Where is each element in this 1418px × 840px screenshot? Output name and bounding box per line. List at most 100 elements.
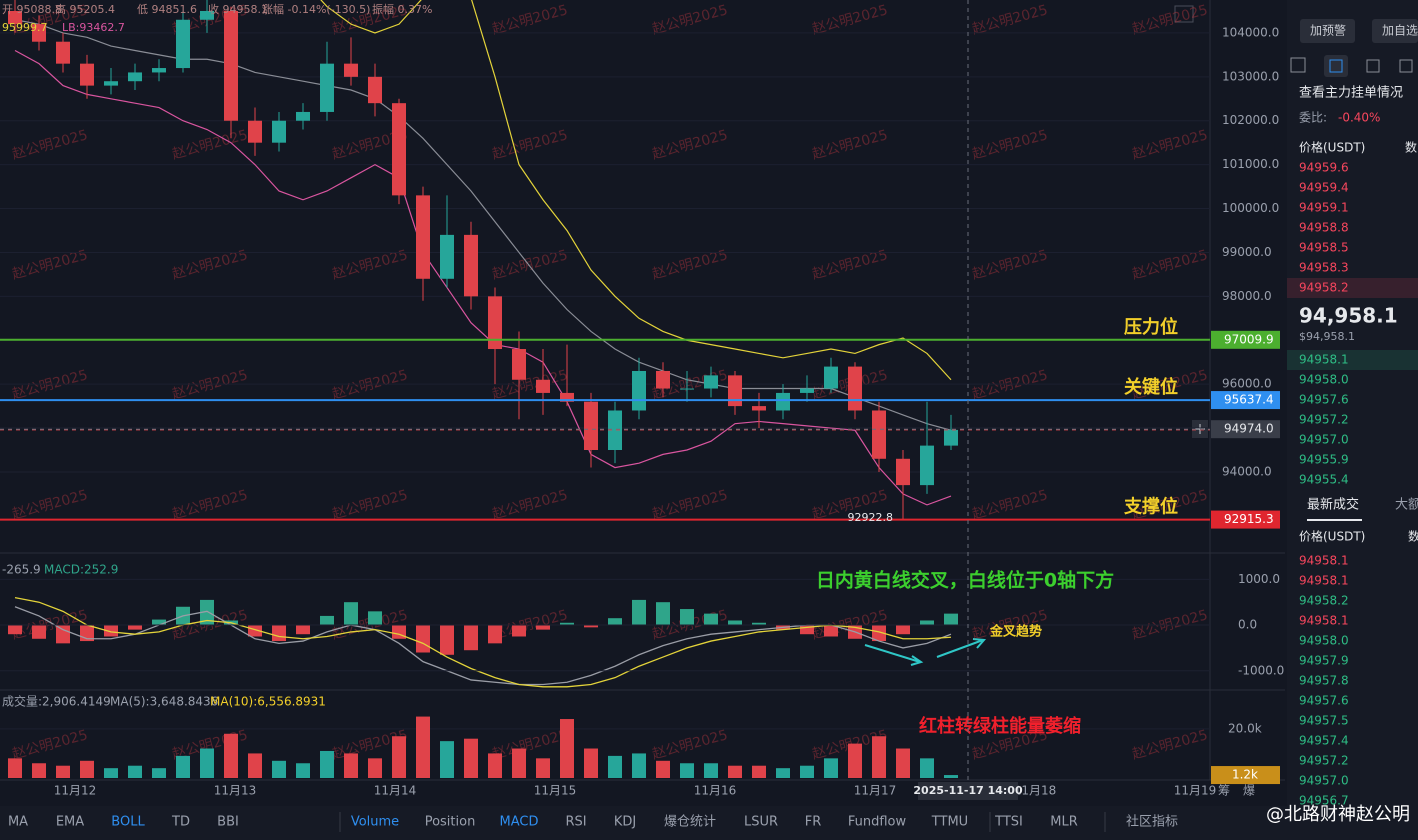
boll-line [320, 0, 952, 381]
y-tick-label: 100000.0 [1222, 201, 1279, 215]
macd-bar [896, 625, 910, 635]
volume-bar [392, 736, 406, 778]
toolbar-item[interactable]: FR [805, 815, 822, 830]
toolbar-item[interactable]: TTMU [931, 815, 968, 830]
volume-bar [536, 758, 550, 778]
button[interactable] [1372, 19, 1418, 43]
macd-bar [824, 625, 838, 637]
column-header: 数 [1405, 140, 1417, 155]
macd-bar [608, 618, 622, 626]
macd-plot [8, 596, 958, 688]
candle-body [152, 68, 166, 73]
toolbar-item[interactable]: TTSI [994, 815, 1023, 830]
axis-button[interactable]: 筹 [1218, 784, 1230, 798]
ohlc-info: 低 94851.6 [137, 3, 197, 16]
toolbar-item[interactable]: Volume [351, 815, 399, 830]
candle-body [32, 24, 46, 42]
ask-price: 94958.8 [1299, 221, 1349, 235]
trade-price: 94958.1 [1299, 574, 1349, 588]
trade-price: 94957.9 [1299, 654, 1349, 668]
toolbar-item[interactable]: LSUR [744, 815, 778, 830]
toolbar-item[interactable]: MA [8, 815, 28, 830]
candle-body [128, 72, 142, 82]
volume-bar [920, 758, 934, 778]
axis-button[interactable]: 爆 [1243, 784, 1255, 798]
candle-body [416, 195, 430, 279]
ask-price: 94959.1 [1299, 201, 1349, 215]
trade-tab[interactable]: 大额 [1395, 498, 1418, 513]
volume-bar [584, 748, 598, 778]
ask-price: 94959.6 [1299, 161, 1349, 175]
toolbar-item[interactable]: BOLL [111, 815, 145, 830]
trade-price: 94958.2 [1299, 594, 1349, 608]
toolbar-item[interactable]: Position [425, 815, 476, 830]
volume-bar [440, 741, 454, 778]
toolbar-item[interactable]: KDJ [614, 815, 636, 830]
macd-bar [8, 625, 22, 635]
toolbar-item[interactable]: 社区指标 [1126, 814, 1178, 830]
volume-bar [800, 765, 814, 778]
column-header: 价格(USDT) [1299, 529, 1365, 544]
toolbar-item[interactable]: MACD [500, 815, 539, 830]
arrow [864, 644, 924, 666]
x-tick-label: 11月16 [694, 784, 737, 798]
price-line-label: 关键位 [1124, 376, 1178, 398]
macd-bar [872, 625, 886, 642]
candle-body [200, 10, 214, 20]
side-panel [1287, 0, 1418, 806]
volume-bar [944, 775, 958, 778]
y-tick-label: 104000.0 [1222, 25, 1279, 39]
layout-icon[interactable] [1399, 59, 1413, 73]
fullscreen-button[interactable] [1174, 5, 1194, 23]
macd-bar [128, 625, 142, 630]
button-label: 加自选 [1382, 24, 1418, 38]
y-tick-label: 94000.0 [1222, 464, 1272, 478]
candle-body [800, 388, 814, 393]
macd-bar [248, 625, 262, 637]
x-tick-label: 11月15 [534, 784, 577, 798]
ratio-value: -0.40% [1338, 111, 1380, 125]
macd-bar [512, 625, 526, 637]
ohlc-info: 涨幅 -0.14%(-130.5) [262, 3, 370, 16]
candle-body [512, 349, 526, 380]
trade-price: 94957.4 [1299, 734, 1349, 748]
toolbar-item[interactable]: BBI [217, 815, 239, 830]
trade-tab[interactable]: 最新成交 [1307, 497, 1359, 513]
toolbar-item[interactable]: TD [171, 815, 190, 830]
toolbar-item[interactable]: MLR [1050, 815, 1078, 830]
boll-legend: 95999.7 [2, 21, 48, 34]
y-tick-label: -1000.0 [1238, 663, 1284, 677]
macd-bar [488, 625, 502, 644]
toolbar-item[interactable]: Fundflow [848, 815, 907, 830]
layout-icon[interactable] [1324, 55, 1348, 77]
button-label: 加预警 [1310, 23, 1346, 38]
y-tick-label: 0.0 [1238, 618, 1257, 632]
y-tick-label: 101000.0 [1222, 157, 1279, 171]
macd-bar [584, 625, 598, 628]
column-header: 数 [1408, 529, 1418, 544]
macd-bar [440, 625, 454, 655]
toolbar-item[interactable]: RSI [565, 815, 586, 830]
candle-body [176, 19, 190, 69]
bid-price: 94957.6 [1299, 393, 1349, 407]
volume-bar [896, 748, 910, 778]
layout-icon [1329, 59, 1343, 73]
x-tick-label: 11月17 [854, 784, 897, 798]
toolbar-item[interactable]: 爆仓统计 [664, 815, 716, 830]
volume-bar [416, 716, 430, 778]
trade-price: 94957.5 [1299, 714, 1349, 728]
macd-bar [56, 625, 70, 644]
ohlc-info: 开 95088.8 [2, 3, 62, 16]
macd-bar [704, 613, 718, 626]
button[interactable] [1300, 19, 1355, 43]
volume-bar [344, 753, 358, 778]
trade-price: 94957.2 [1299, 754, 1349, 768]
volume-bar [8, 758, 22, 778]
y-tick-label: 98000.0 [1222, 289, 1272, 303]
layout-icon[interactable] [1290, 57, 1306, 73]
toolbar-item[interactable]: EMA [56, 815, 84, 830]
layout-icon[interactable] [1366, 59, 1380, 73]
dif-line [14, 606, 952, 686]
x-tick-label: 11月19 [1174, 784, 1217, 798]
candle-body [656, 370, 670, 389]
